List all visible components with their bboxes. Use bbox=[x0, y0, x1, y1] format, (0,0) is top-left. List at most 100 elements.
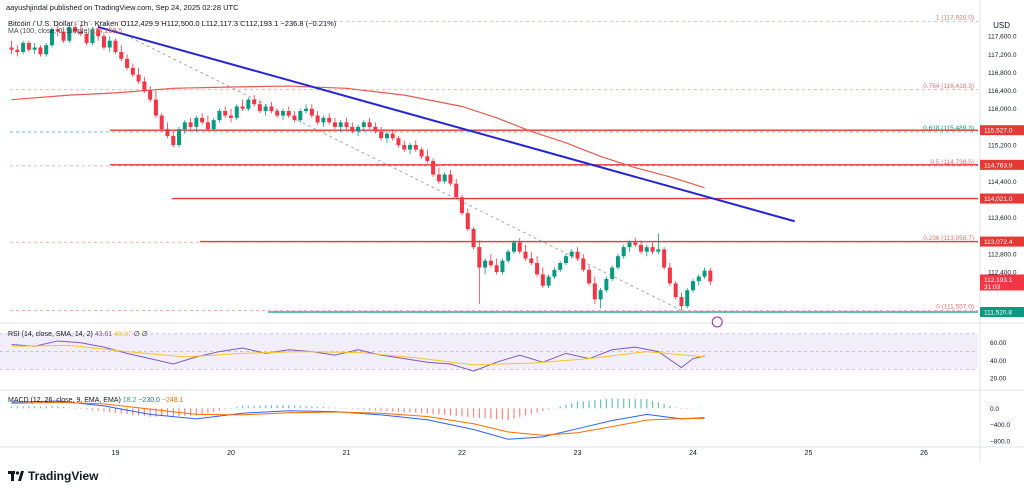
macd-histogram-bar bbox=[276, 405, 278, 409]
fib-level-label: 1 (117,920.0) bbox=[936, 15, 974, 22]
candle-body bbox=[304, 108, 309, 112]
macd-histogram-bar bbox=[357, 408, 359, 410]
fib-level-label: 0.5 (114,738.5) bbox=[930, 159, 974, 166]
fib-level-label: 0.236 (113,058.7) bbox=[923, 235, 974, 242]
macd-histogram-bar bbox=[409, 408, 411, 413]
macd-signal-line bbox=[11, 401, 705, 436]
macd-histogram-bar bbox=[565, 404, 567, 409]
macd-histogram-bar bbox=[496, 408, 498, 420]
candle-body bbox=[49, 29, 54, 46]
candle-body bbox=[55, 29, 60, 32]
ma-legend[interactable]: MA (100, close, 0, Simple) 114,259.5 bbox=[8, 28, 122, 35]
macd-histogram-bar bbox=[149, 408, 151, 417]
macd-histogram-bar bbox=[161, 408, 163, 417]
candle-body bbox=[344, 122, 349, 127]
macd-histogram-bar bbox=[155, 408, 157, 417]
currency-label: USD bbox=[993, 21, 1010, 30]
candle-body bbox=[413, 145, 418, 150]
macd-histogram-bar bbox=[628, 398, 631, 409]
candle-body bbox=[246, 99, 251, 109]
candle-body bbox=[517, 242, 522, 252]
candle-body bbox=[535, 263, 540, 275]
macd-histogram-bar bbox=[432, 408, 434, 415]
candle-body bbox=[679, 297, 684, 307]
macd-histogram-bar bbox=[611, 398, 613, 409]
ohlc-values: O112,429.9 H112,500.0 L112,117.3 C112,19… bbox=[120, 19, 337, 28]
publisher-line: aayushjindal published on TradingView.co… bbox=[6, 3, 239, 12]
macd-legend-macd: −230.0 bbox=[138, 397, 160, 404]
candle-body bbox=[384, 133, 389, 139]
macd-histogram-bar bbox=[397, 408, 400, 412]
candle-body bbox=[275, 111, 280, 116]
macd-histogram-bar bbox=[16, 406, 18, 409]
candle-body bbox=[367, 122, 372, 127]
macd-histogram-bar bbox=[698, 407, 700, 409]
horizontal-level-badge bbox=[980, 125, 1024, 136]
macd-histogram-bar bbox=[97, 408, 99, 411]
price-tick-label: 115,200.0 bbox=[988, 143, 1017, 150]
macd-histogram-bar bbox=[86, 408, 88, 410]
candle-body bbox=[604, 278, 609, 291]
macd-histogram-bar bbox=[218, 408, 221, 411]
macd-histogram-bar bbox=[420, 408, 423, 414]
candle-body bbox=[396, 138, 401, 146]
time-tick-label: 20 bbox=[227, 450, 235, 457]
tradingview-logo-text: TradingView bbox=[28, 469, 99, 483]
macd-tick-label: 0.0 bbox=[990, 406, 999, 413]
macd-histogram-bar bbox=[120, 408, 122, 414]
macd-histogram-bar bbox=[230, 408, 232, 409]
macd-histogram-bar bbox=[68, 407, 70, 409]
macd-histogram-bar bbox=[247, 405, 249, 409]
candle-body bbox=[361, 122, 366, 127]
macd-histogram-bar bbox=[114, 408, 117, 413]
rsi-legend-extra: ∅ ∅ bbox=[133, 331, 148, 338]
macd-histogram-bar bbox=[501, 408, 504, 420]
time-tick-label: 21 bbox=[343, 450, 351, 457]
candle-body bbox=[205, 122, 210, 130]
macd-histogram-bar bbox=[380, 408, 382, 411]
candle-body bbox=[615, 256, 620, 268]
macd-legend[interactable]: MACD (12, 26, close, 9, EMA, EMA) 18.2 −… bbox=[8, 397, 184, 404]
candle-body bbox=[511, 242, 516, 252]
macd-histogram-bar bbox=[530, 408, 532, 414]
candle-body bbox=[338, 122, 343, 127]
candle-body bbox=[621, 247, 626, 257]
candle-body bbox=[523, 251, 528, 259]
candle-body bbox=[546, 276, 551, 286]
candle-body bbox=[431, 160, 436, 175]
fib-level-label: 0.618 (115,489.3) bbox=[923, 125, 974, 132]
candle-body bbox=[563, 256, 568, 264]
price-tick-label: 112,400.0 bbox=[988, 270, 1017, 277]
candle-body bbox=[44, 45, 49, 55]
macd-histogram-bar bbox=[363, 408, 365, 410]
candle-body bbox=[685, 290, 690, 307]
candle-body bbox=[153, 99, 158, 116]
macd-histogram-bar bbox=[507, 408, 509, 421]
macd-histogram-bar bbox=[328, 407, 330, 409]
macd-histogram-bar bbox=[467, 408, 469, 417]
candle-body bbox=[598, 290, 603, 300]
macd-histogram-bar bbox=[80, 408, 82, 409]
time-tick-label: 22 bbox=[458, 450, 466, 457]
macd-histogram-bar bbox=[594, 400, 596, 409]
rsi-legend-ma: 46.87 bbox=[114, 331, 132, 338]
candle-body bbox=[263, 106, 268, 112]
macd-line bbox=[11, 400, 705, 440]
macd-tick-label: −800.0 bbox=[990, 438, 1010, 445]
candle-body bbox=[540, 274, 545, 286]
candle-body bbox=[390, 133, 395, 139]
macd-histogram-bar bbox=[282, 405, 284, 409]
candle-body bbox=[477, 247, 482, 268]
rsi-legend[interactable]: RSI (14, close, SMA, 14, 2) 43.61 46.87 … bbox=[8, 330, 148, 338]
macd-histogram-bar bbox=[651, 400, 654, 409]
macd-histogram-bar bbox=[576, 401, 579, 409]
candle-body bbox=[662, 249, 667, 268]
candle-body bbox=[454, 183, 459, 198]
macd-histogram-bar bbox=[617, 398, 619, 409]
rsi-legend-value: 43.61 bbox=[94, 331, 113, 338]
candle-body bbox=[408, 145, 413, 150]
macd-histogram-bar bbox=[253, 405, 255, 409]
candle-body bbox=[696, 276, 701, 282]
symbol-ohlc: Bitcoin / U.S. Dollar · 1h · Kraken O112… bbox=[8, 19, 336, 28]
